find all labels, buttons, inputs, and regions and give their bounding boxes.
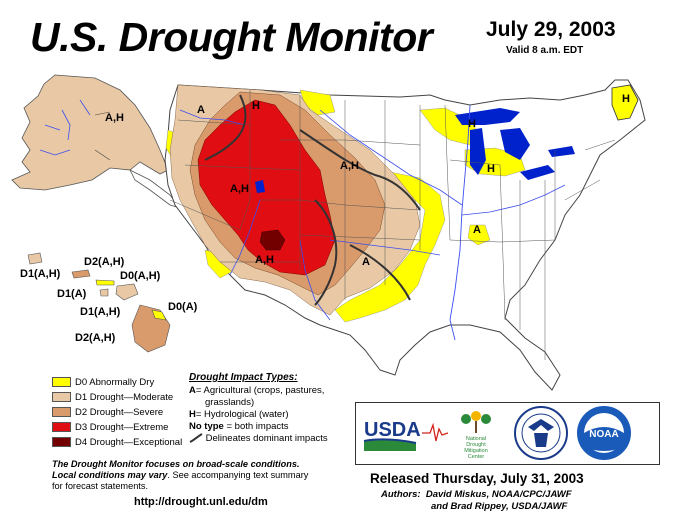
hawaii-map — [27, 252, 171, 353]
conus-map — [164, 79, 646, 391]
alaska-panhandle — [129, 169, 182, 209]
label-hawaii-kauai: D1(A,H) — [20, 268, 61, 280]
authors: Authors: David Miskus, NOAA/CPC/JAWF and… — [381, 489, 572, 512]
impact-title: Drought Impact Types: — [189, 372, 298, 383]
ndmc-logo: National Drought Mitigation Center — [461, 411, 491, 460]
label-plains-ah: A,H — [340, 160, 359, 172]
great-salt-lake — [255, 180, 265, 193]
impact-a: A= Agricultural (crops, pastures, — [189, 385, 325, 396]
agency-logos: USDA National Drought Mitigation Center — [355, 402, 660, 465]
label-west-ah: A,H — [230, 183, 249, 195]
legend-item-d4: D4 Drought—Exceptional — [52, 435, 182, 449]
big-island — [131, 304, 171, 353]
usda-logo: USDA — [363, 419, 421, 451]
delineation-line-icon — [189, 433, 203, 444]
legend-label-d4: D4 Drought—Exceptional — [75, 436, 183, 448]
impact-line-plains — [299, 129, 421, 211]
ndmc-text-2: Drought — [466, 442, 486, 448]
colorado-d4-area — [259, 229, 286, 251]
missouri-d0 — [467, 224, 491, 246]
lake-huron — [500, 128, 530, 160]
legend-item-d2: D2 Drought—Severe — [52, 405, 182, 419]
mississippi-river — [449, 104, 471, 341]
legend-swatch-d0 — [52, 377, 71, 387]
legend-label-d2: D2 Drought—Severe — [75, 406, 164, 418]
legend-swatch-d4 — [52, 437, 71, 447]
impact-delineates: Delineates dominant impacts — [189, 433, 364, 445]
commerce-seal-logo — [514, 406, 568, 460]
maui — [115, 283, 139, 301]
legend-item-d1: D1 Drought—Moderate — [52, 390, 182, 404]
label-hawaii-molokai: D0(A,H) — [120, 270, 161, 282]
label-southwest-ah: A,H — [255, 254, 274, 266]
colorado-river — [229, 199, 261, 276]
alaska-d1-area — [11, 74, 169, 191]
alaska-map — [11, 74, 182, 209]
ndmc-text-4: Center — [468, 454, 485, 460]
maine-d0 — [611, 84, 639, 121]
legend: D0 Abnormally Dry D1 Drought—Moderate D2… — [52, 375, 182, 450]
usda-logo-field — [364, 439, 416, 451]
legend-label-d3: D3 Drought—Extreme — [75, 421, 169, 433]
legend-item-d0: D0 Abnormally Dry — [52, 375, 182, 389]
ndmc-text-3: Mitigation — [464, 448, 488, 454]
impact-types: Drought Impact Types: A= Agricultural (c… — [189, 372, 364, 445]
label-hawaii-oahu: D2(A,H) — [84, 256, 125, 268]
impact-a-cont: grasslands) — [205, 397, 255, 408]
label-texas-a: A — [362, 256, 370, 268]
label-hawaii-big-d2: D2(A,H) — [75, 332, 116, 344]
label-wisconsin-h: H — [487, 163, 495, 175]
ndmc-text-1: National — [466, 436, 486, 442]
oahu — [71, 269, 91, 279]
plains-d0 — [334, 169, 446, 323]
rio-grande — [299, 239, 331, 321]
ndmc-signal-icon — [422, 422, 449, 442]
legend-swatch-d2 — [52, 407, 71, 417]
label-hawaii-maui: D1(A,H) — [80, 306, 121, 318]
impact-line-northwest — [204, 94, 247, 161]
label-northwest-a: A — [197, 104, 205, 116]
legend-item-d3: D3 Drought—Extreme — [52, 420, 182, 434]
valid-time: Valid 8 a.m. EDT — [506, 45, 584, 56]
big-island-d0 — [151, 309, 167, 321]
map-title: U.S. Drought Monitor — [30, 14, 433, 60]
impact-line-southwest — [314, 199, 338, 306]
noaa-logo: NOAA — [577, 406, 631, 460]
release-date: Released Thursday, July 31, 2003 — [370, 471, 584, 486]
lake-superior — [455, 108, 520, 125]
label-michigan-h: H — [468, 118, 476, 130]
columbia-river — [179, 109, 246, 126]
label-maine-h: H — [622, 93, 630, 105]
legend-swatch-d3 — [52, 422, 71, 432]
legend-label-d0: D0 Abnormally Dry — [75, 376, 155, 388]
website-link[interactable]: http://drought.unl.edu/dm — [134, 496, 268, 508]
label-midwest-a: A — [473, 224, 481, 236]
impact-line-texas — [349, 244, 411, 301]
legend-label-d1: D1 Drought—Moderate — [75, 391, 174, 403]
alaska-boundaries — [94, 111, 111, 161]
alaska-rivers — [39, 99, 91, 156]
kauai — [27, 252, 43, 265]
label-alaska: A,H — [105, 112, 124, 124]
usda-logo-text: USDA — [364, 419, 421, 441]
disclaimer-note: The Drought Monitor focuses on broad-sca… — [52, 459, 309, 491]
state-borders — [169, 90, 616, 360]
logos-svg: USDA National Drought Mitigation Center — [363, 406, 631, 460]
lanai — [99, 288, 109, 297]
label-hawaii-big-d0: D0(A) — [168, 301, 198, 313]
label-idaho-h: H — [252, 100, 260, 112]
map-date: July 29, 2003 — [486, 18, 616, 41]
molokai — [95, 279, 115, 286]
lake-erie — [520, 165, 555, 180]
label-hawaii-lanai: D1(A) — [57, 288, 87, 300]
noaa-logo-text: NOAA — [589, 429, 618, 440]
arkansas-river — [329, 239, 441, 256]
impact-h: H= Hydrological (water) — [189, 409, 289, 420]
legend-swatch-d1 — [52, 392, 71, 402]
impact-none: No type = both impacts — [189, 421, 289, 432]
